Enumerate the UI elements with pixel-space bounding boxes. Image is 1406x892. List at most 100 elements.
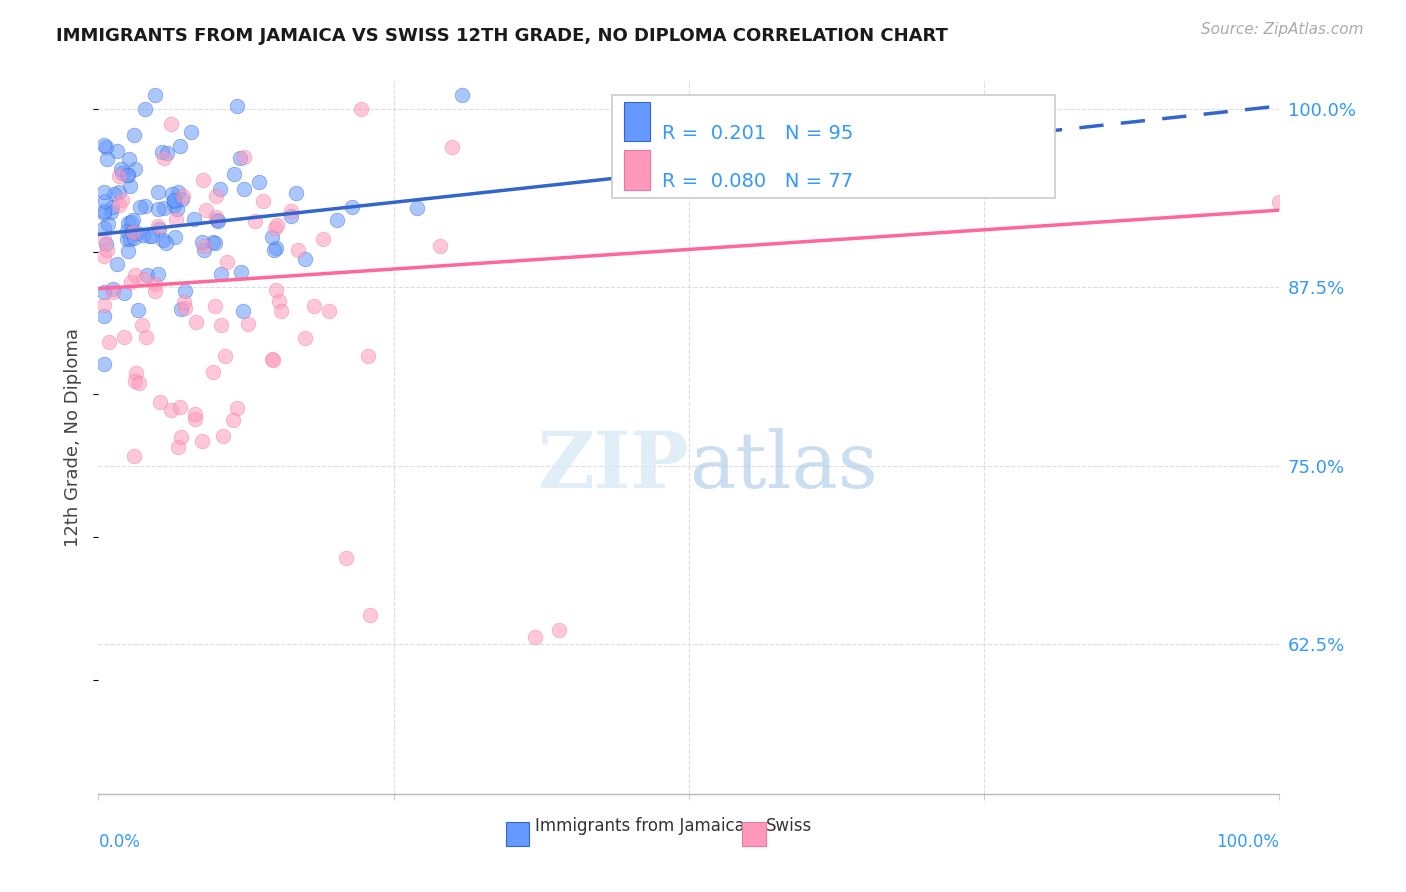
Text: Immigrants from Jamaica: Immigrants from Jamaica — [536, 817, 745, 835]
Point — [121, 213, 143, 227]
Point — [294, 252, 316, 267]
Point — [340, 200, 363, 214]
Point — [312, 232, 335, 246]
Point — [524, 630, 547, 644]
Point — [243, 214, 266, 228]
Point — [193, 239, 215, 253]
Point — [108, 185, 131, 199]
Point — [280, 204, 302, 219]
Point — [233, 182, 256, 196]
Point — [149, 394, 172, 409]
Point — [266, 242, 288, 256]
Point — [357, 349, 380, 363]
Point — [247, 175, 270, 189]
Point — [115, 232, 138, 246]
Point — [120, 275, 142, 289]
Point — [263, 221, 285, 235]
Point — [169, 430, 191, 444]
Point — [285, 186, 308, 201]
Point — [94, 140, 117, 154]
Point — [183, 407, 205, 421]
Text: 0.0%: 0.0% — [98, 833, 141, 851]
Point — [270, 304, 292, 318]
Point — [97, 334, 120, 349]
Point — [96, 153, 118, 167]
Point — [134, 102, 156, 116]
Text: R =  0.201   N = 95: R = 0.201 N = 95 — [662, 124, 853, 143]
Point — [229, 151, 252, 165]
Text: ZIP: ZIP — [537, 427, 689, 504]
Point — [209, 182, 232, 196]
Point — [267, 293, 290, 308]
Point — [359, 608, 381, 623]
Point — [96, 236, 118, 251]
Bar — [624, 102, 650, 141]
Point — [172, 189, 194, 203]
Point — [169, 400, 191, 414]
Point — [209, 318, 232, 332]
Point — [101, 200, 124, 214]
Point — [93, 249, 115, 263]
Point — [111, 193, 134, 207]
Point — [183, 411, 205, 425]
Point — [110, 162, 132, 177]
Point — [173, 295, 195, 310]
Point — [204, 236, 226, 251]
Point — [163, 193, 186, 207]
Point — [93, 309, 115, 323]
Point — [112, 330, 135, 344]
Point — [150, 145, 173, 159]
Point — [134, 199, 156, 213]
Point — [93, 185, 115, 199]
Point — [183, 212, 205, 227]
Point — [111, 166, 134, 180]
Point — [135, 329, 157, 343]
Point — [117, 224, 139, 238]
Point — [121, 225, 143, 239]
Point — [167, 440, 190, 454]
Point — [335, 551, 357, 566]
Point — [304, 299, 326, 313]
Point — [156, 145, 179, 160]
Point — [124, 374, 146, 388]
Bar — [506, 822, 530, 846]
Point — [205, 213, 228, 227]
Point — [124, 268, 146, 283]
Point — [97, 217, 120, 231]
Point — [165, 230, 187, 244]
Point — [163, 198, 186, 212]
Point — [548, 623, 571, 637]
Point — [103, 282, 125, 296]
Point — [146, 219, 169, 234]
Point — [93, 357, 115, 371]
Point — [229, 265, 252, 279]
Point — [217, 254, 239, 268]
Point — [180, 125, 202, 139]
Point — [112, 285, 135, 300]
Point — [125, 226, 148, 240]
Point — [232, 150, 254, 164]
Point — [207, 214, 229, 228]
Text: atlas: atlas — [689, 428, 877, 503]
Point — [280, 209, 302, 223]
Point — [145, 87, 167, 102]
Point — [122, 231, 145, 245]
Point — [93, 138, 115, 153]
Point — [170, 301, 193, 316]
Point — [115, 168, 138, 182]
Point — [105, 257, 128, 271]
Point — [205, 189, 228, 203]
Point — [143, 284, 166, 298]
Bar — [624, 151, 650, 190]
Point — [96, 243, 118, 257]
Point — [162, 194, 184, 208]
Point — [101, 285, 124, 300]
Text: 100.0%: 100.0% — [1216, 833, 1279, 851]
Point — [128, 376, 150, 391]
Point — [406, 201, 429, 215]
Point — [122, 225, 145, 239]
Text: Source: ZipAtlas.com: Source: ZipAtlas.com — [1201, 22, 1364, 37]
Point — [117, 244, 139, 259]
Point — [252, 194, 274, 208]
Point — [222, 167, 245, 181]
